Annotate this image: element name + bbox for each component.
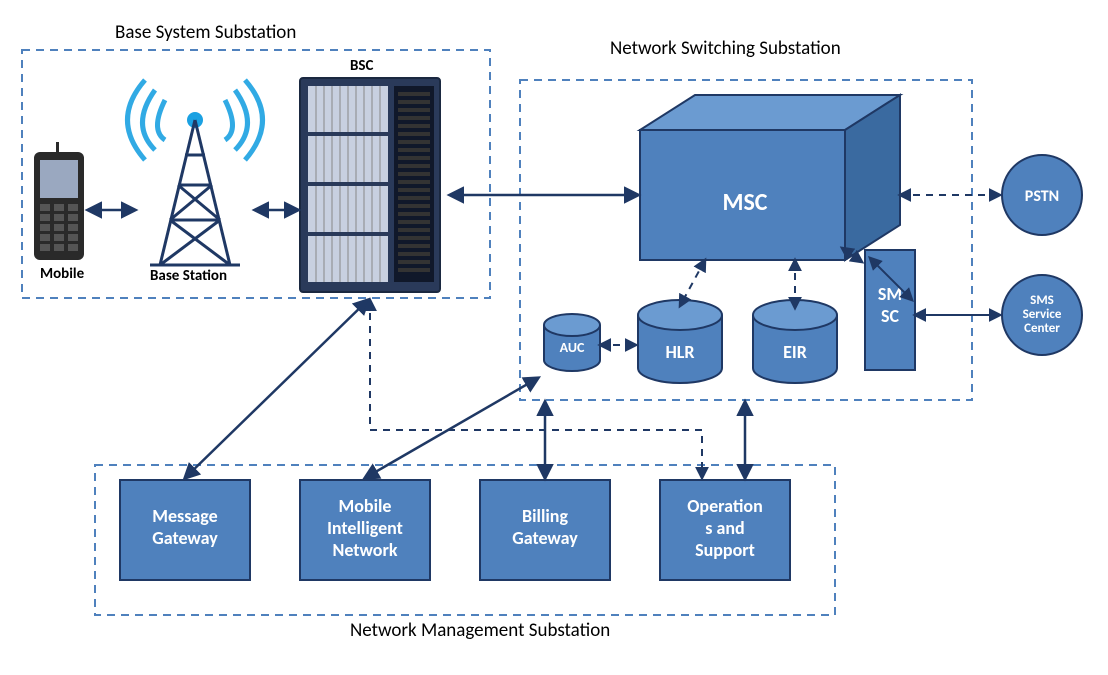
svg-text:Message: Message <box>152 505 217 527</box>
svg-text:Gateway: Gateway <box>512 527 578 549</box>
svg-text:Center: Center <box>1024 321 1060 336</box>
pstn-node: PSTN <box>1002 155 1082 235</box>
auc-node: AUC <box>544 314 600 371</box>
svg-text:Support: Support <box>695 539 755 561</box>
bsc-icon: BSC <box>300 57 440 292</box>
msc-label: MSC <box>722 188 767 217</box>
base-station-icon: Base Station <box>128 80 263 285</box>
pstn-label: PSTN <box>1025 187 1059 206</box>
svg-text:Mobile: Mobile <box>339 495 392 517</box>
eir-label: EIR <box>783 341 807 363</box>
min-node: Mobile Intelligent Network <box>300 480 430 580</box>
svg-text:Intelligent: Intelligent <box>327 517 403 539</box>
mobile-icon: Mobile <box>34 142 85 283</box>
mobile-label: Mobile <box>40 265 85 283</box>
smsc-node: SM SC <box>865 250 915 370</box>
msc-node: MSC <box>640 95 900 260</box>
region-switching-label: Network Switching Substation <box>610 37 841 60</box>
region-base-label: Base System Substation <box>115 21 296 44</box>
svg-text:Network: Network <box>332 539 397 561</box>
ops-node: Operation s and Support <box>660 480 790 580</box>
base-station-label: Base Station <box>150 267 227 285</box>
svg-text:Service: Service <box>1023 307 1062 322</box>
hlr-node: HLR <box>638 300 722 383</box>
bsc-label: BSC <box>350 57 373 75</box>
msg-gateway-node: Message Gateway <box>120 480 250 580</box>
billing-node: Billing Gateway <box>480 480 610 580</box>
auc-label: AUC <box>560 339 585 356</box>
smsc-label-2: SC <box>881 305 900 327</box>
region-management-label: Network Management Substation <box>350 619 610 642</box>
hlr-label: HLR <box>665 341 694 363</box>
svg-text:Gateway: Gateway <box>152 527 218 549</box>
svg-text:SMS: SMS <box>1030 293 1054 308</box>
eir-node: EIR <box>753 300 837 383</box>
sms-center-node: SMS Service Center <box>1002 275 1082 355</box>
svg-text:Operation: Operation <box>687 495 763 517</box>
svg-text:Billing: Billing <box>522 505 568 527</box>
svg-text:s and: s and <box>705 517 744 539</box>
